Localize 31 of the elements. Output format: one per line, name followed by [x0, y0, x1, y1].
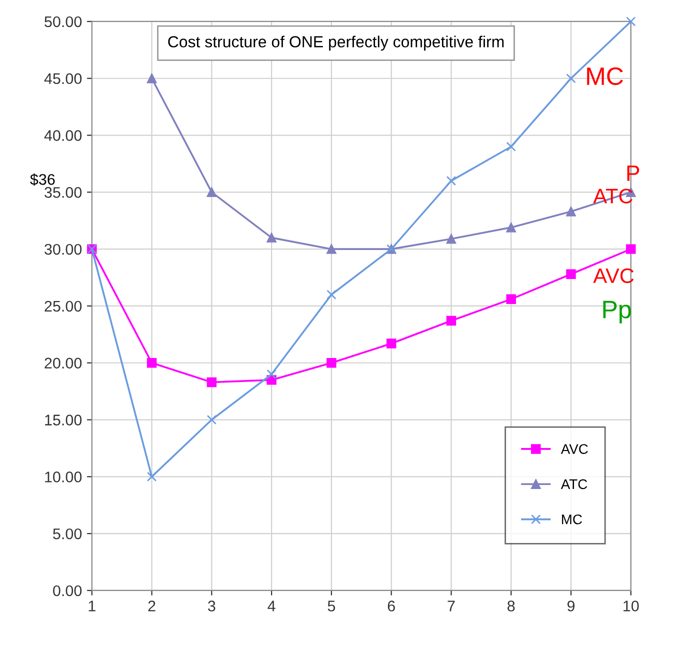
y-tick-label: 30.00: [44, 244, 82, 255]
annotation: AVC: [593, 268, 634, 284]
annotation: Pp: [603, 300, 631, 324]
text: $36: [30, 173, 55, 186]
x-tick-label: 3: [208, 600, 216, 612]
y-tick-label: 50.00: [44, 16, 82, 28]
annotation: MC: [587, 67, 623, 86]
y-tick-label: 40.00: [44, 130, 82, 141]
y-tick-label: 35.00: [44, 187, 82, 198]
y-tick-label: 5.00: [53, 528, 82, 540]
y-tick-label: 25.00: [44, 300, 82, 312]
x-tick-label: 5: [328, 600, 336, 612]
y-tick-label: 10.00: [45, 472, 82, 482]
y-tick-label: 20.00: [44, 358, 82, 369]
legend-label: AVC: [560, 444, 588, 454]
y-tick-label: 0.00: [53, 585, 82, 596]
legend-label: MC: [562, 514, 582, 524]
x-tick-label: 8: [508, 600, 515, 612]
y-tick-label: 15.00: [45, 414, 82, 426]
legend-label: ATC: [560, 479, 588, 490]
x-tick-label: 10: [624, 600, 639, 612]
annotation: ATC: [593, 188, 632, 204]
x-tick-label: 1: [88, 600, 96, 612]
text: Cost structure of ONE perfectly competitive firm: [168, 36, 504, 51]
x-tick-label: 4: [268, 600, 276, 612]
y-tick-label: 45.00: [44, 73, 82, 84]
x-tick-label: 2: [148, 600, 156, 612]
annotation: P: [627, 166, 640, 181]
x-tick-label: 6: [388, 600, 395, 612]
x-tick-label: 9: [567, 600, 575, 612]
x-tick-label: 7: [448, 600, 455, 612]
